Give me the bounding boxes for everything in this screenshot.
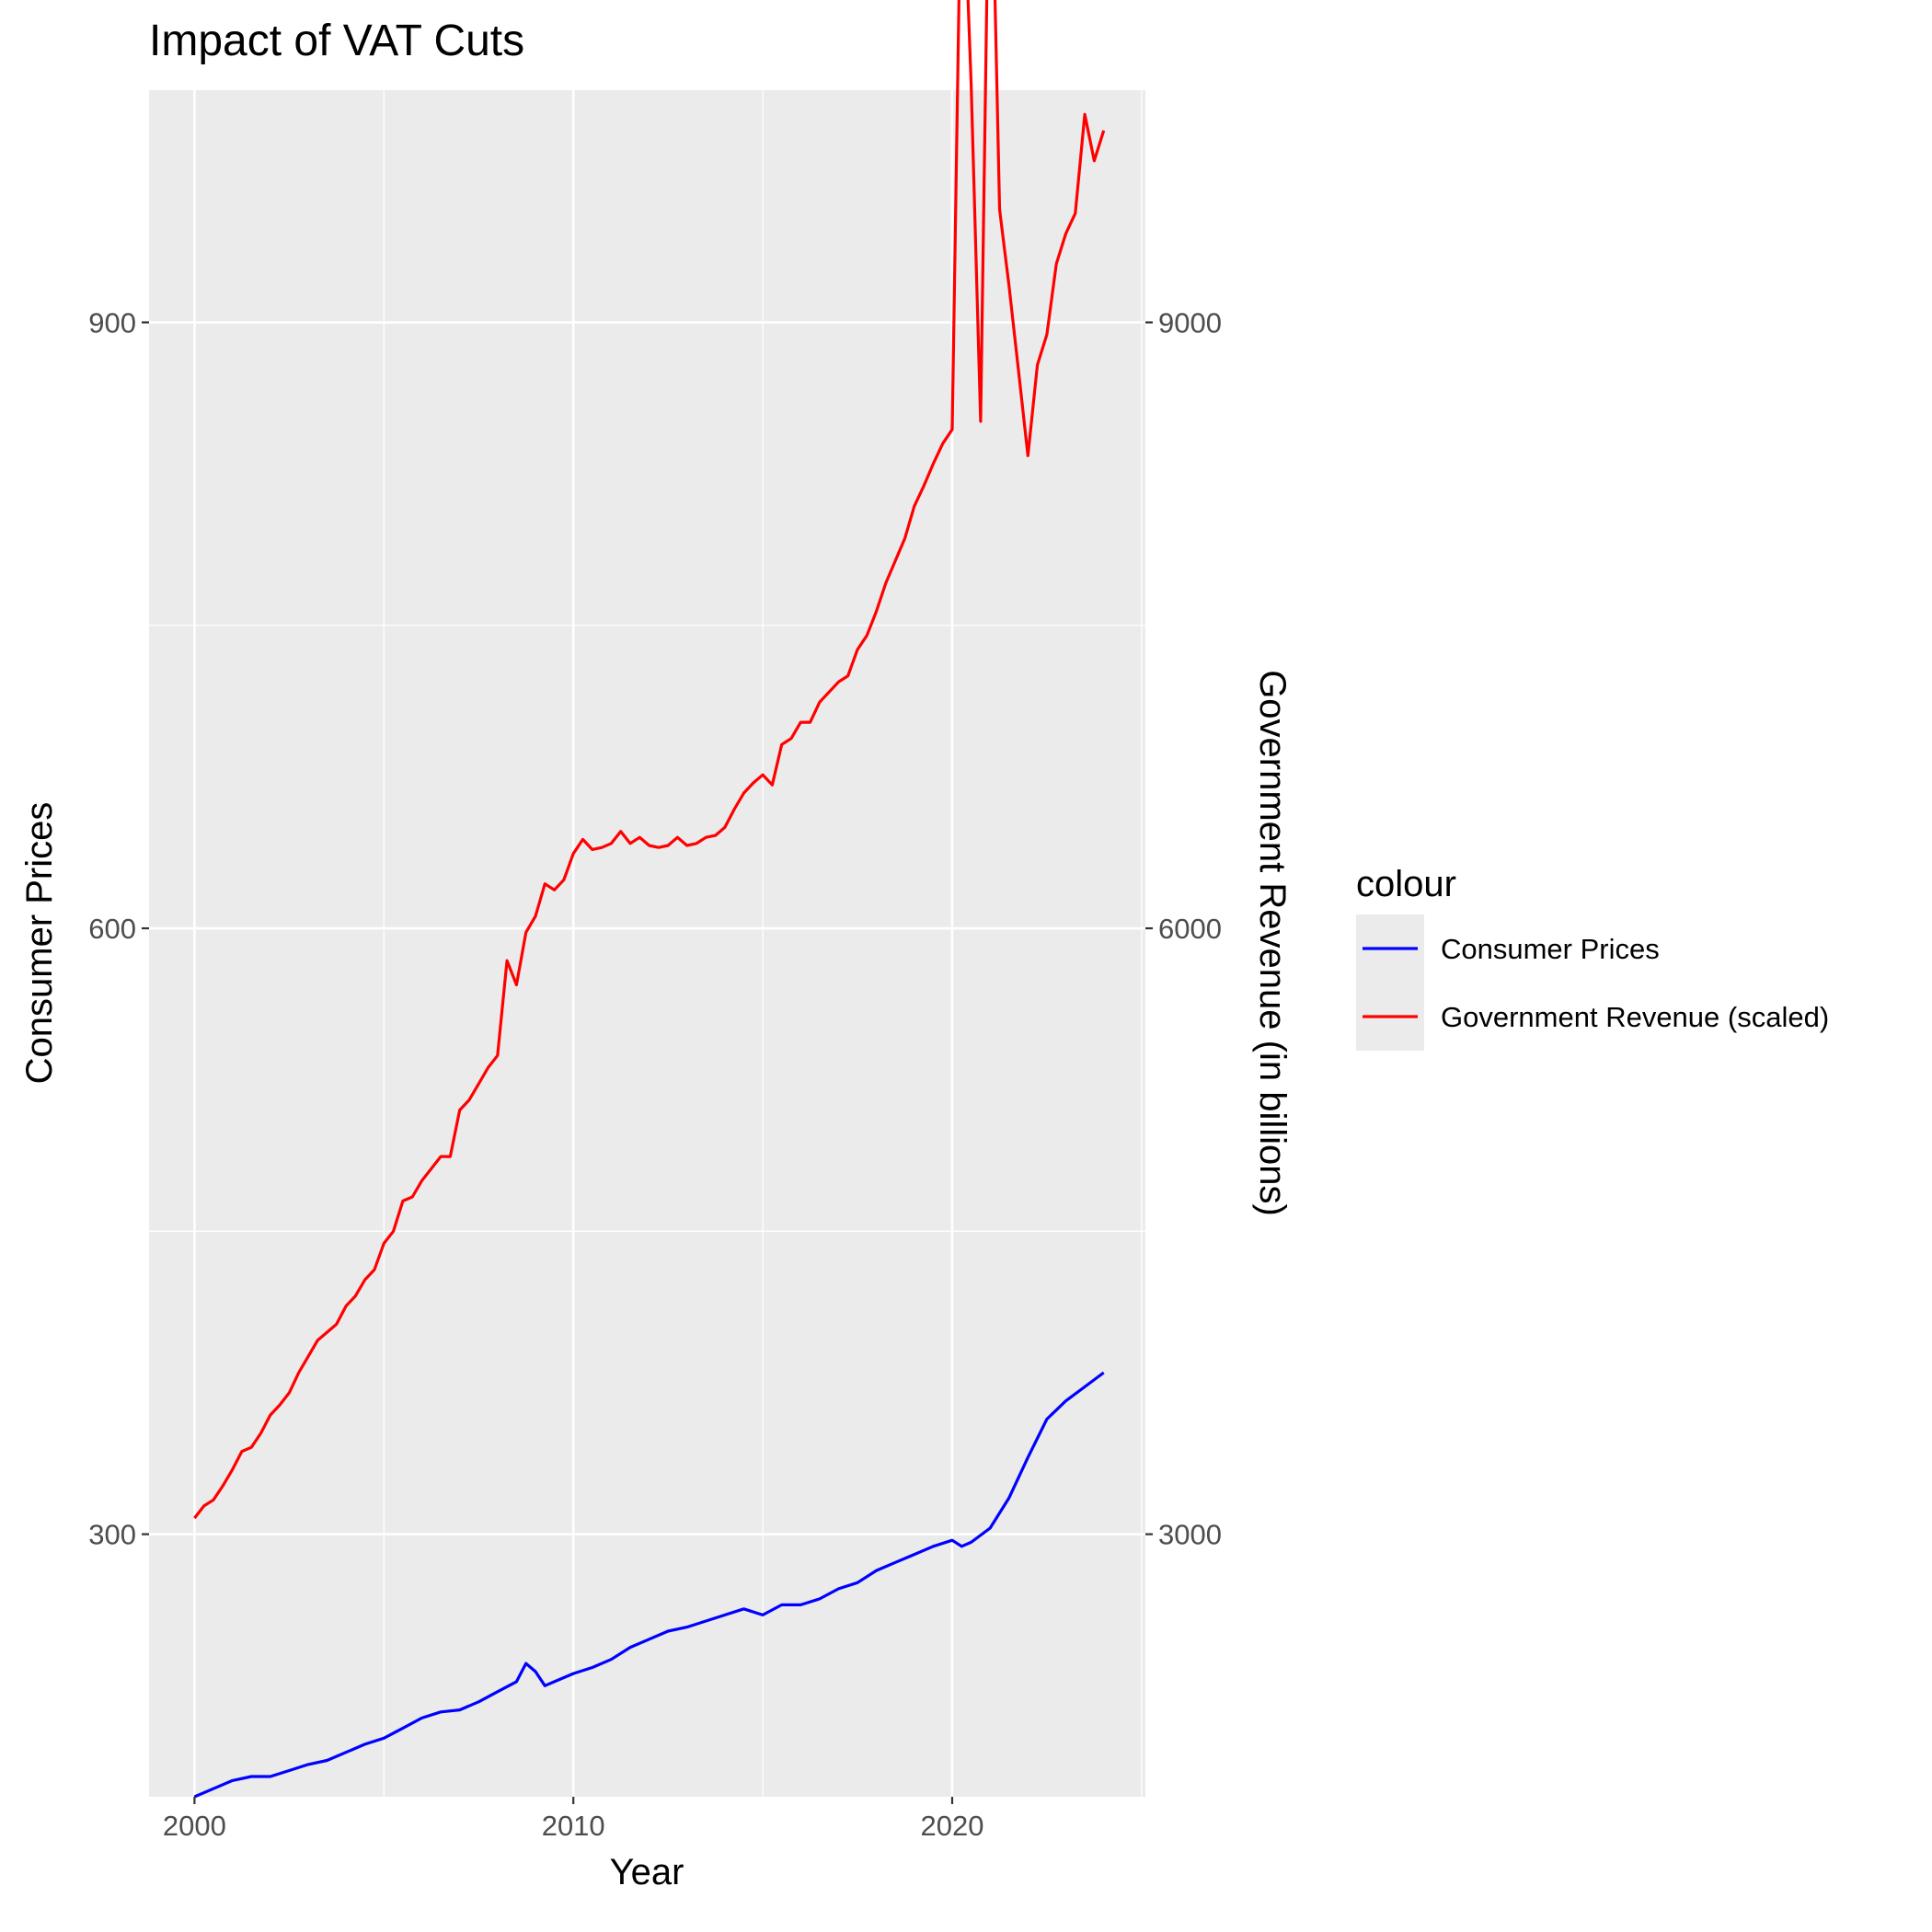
y-axis-title: Consumer Prices — [19, 802, 60, 1085]
x-axis: 2000 2010 2020 — [163, 1797, 984, 1842]
y-axis-left: 300 600 900 — [88, 306, 149, 1551]
grid-minor — [149, 90, 1145, 1797]
chart-title: Impact of VAT Cuts — [149, 17, 524, 65]
legend-label: Consumer Prices — [1441, 933, 1660, 965]
series-line-consumer-prices — [193, 1371, 1105, 1799]
y-axis-right: 3000 6000 9000 — [1145, 306, 1222, 1551]
y2-axis-title: Government Revenue (in billions) — [1252, 670, 1293, 1216]
legend-title: colour — [1356, 864, 1456, 904]
y2-tick-label: 6000 — [1158, 913, 1222, 945]
y-tick-label: 600 — [88, 913, 136, 945]
y2-tick-label: 9000 — [1158, 306, 1222, 339]
x-tick-label: 2020 — [921, 1810, 984, 1842]
y-tick-label: 300 — [88, 1519, 136, 1551]
legend-entries: Consumer Prices Government Revenue (scale… — [1356, 914, 1829, 1051]
series-line-government-revenue — [193, 0, 1106, 1520]
grid-major — [149, 90, 1145, 1797]
x-tick-label: 2010 — [542, 1810, 605, 1842]
legend: colour Consumer Prices Government Revenue… — [1356, 864, 1829, 1051]
x-axis-title: Year — [610, 1852, 684, 1892]
y-tick-label: 900 — [88, 306, 136, 339]
y2-tick-label: 3000 — [1158, 1519, 1222, 1551]
x-tick-label: 2000 — [163, 1810, 226, 1842]
series-layer — [193, 0, 1106, 1799]
legend-label: Government Revenue (scaled) — [1441, 1001, 1829, 1033]
plot-panel — [149, 90, 1145, 1797]
